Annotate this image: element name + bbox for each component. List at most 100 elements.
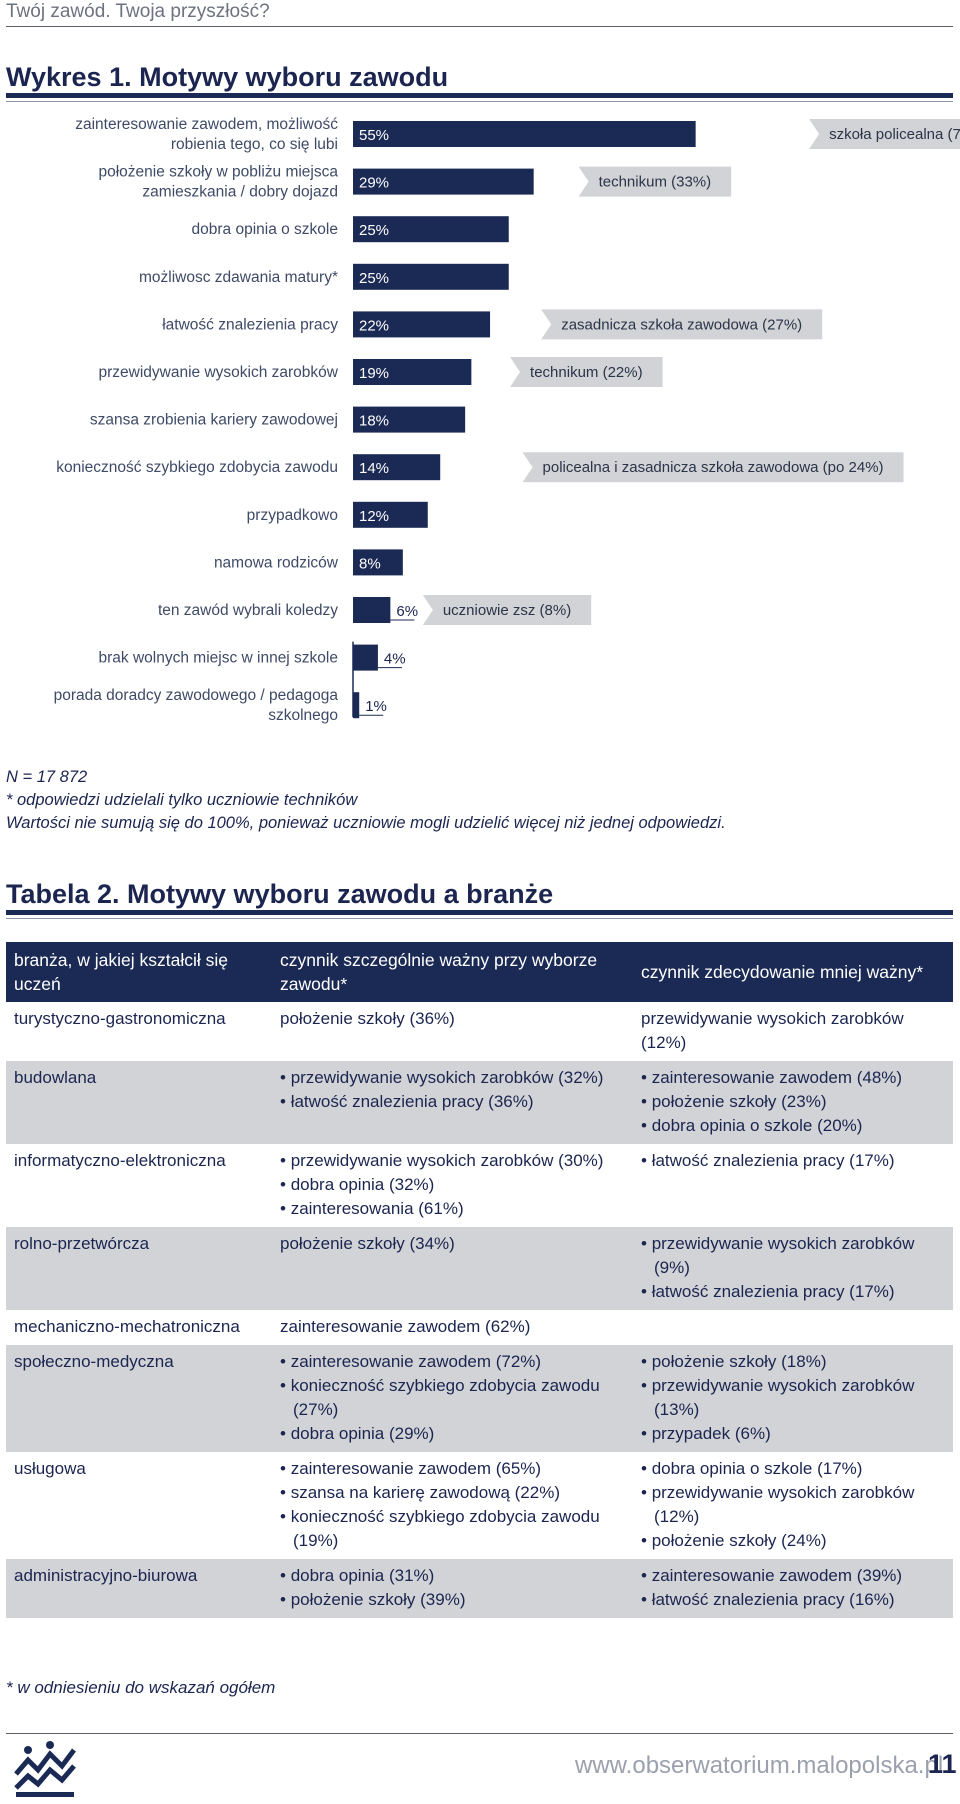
table-row: informatyczno-elektroniczna przewidywanie… — [6, 1144, 953, 1227]
header-divider — [6, 26, 953, 27]
category-label-2-0: dobra opinia o szkole — [192, 221, 339, 238]
motives-table: branża, w jakiej kształcił się uczeń czy… — [6, 942, 953, 1618]
cell-branch: rolno-przetwórcza — [6, 1227, 272, 1310]
factor-item: położenie szkoły (23%) — [641, 1090, 945, 1114]
cell-less-important: zainteresowanie zawodem (39%)łatwość zna… — [633, 1559, 953, 1618]
factor-item: dobra opinia o szkole (17%) — [641, 1457, 945, 1481]
bar-6 — [353, 406, 466, 433]
factor-item: zainteresowania (61%) — [280, 1197, 625, 1221]
callout-text-0: szkoła policealna (70%) — [829, 126, 960, 143]
cell-branch: usługowa — [14, 1459, 86, 1478]
factor-item: przewidywanie wysokich zarobków (9%) — [641, 1232, 945, 1280]
table-row: mechaniczno-mechatroniczna zainteresowani… — [6, 1310, 953, 1345]
factor-item: przewidywanie wysokich zarobków (32%) — [280, 1066, 625, 1090]
header-important: czynnik szczególnie ważny przy wyborze z… — [272, 942, 633, 1002]
factor-list: przewidywanie wysokich zarobków (32%)łat… — [280, 1066, 625, 1114]
bar-10 — [353, 597, 391, 623]
bar-3 — [353, 263, 509, 290]
callout-box-1 — [578, 166, 732, 197]
value-label-10: 6% — [396, 603, 418, 620]
factor-list: położenie szkoły (18%)przewidywanie wyso… — [641, 1350, 945, 1446]
cell-branch: turystyczno-gastronomiczna — [14, 1009, 226, 1028]
page-number: 11 — [928, 1749, 957, 1779]
value-label-9: 8% — [359, 555, 381, 572]
factor-list: przewidywanie wysokich zarobków (30%)dob… — [280, 1149, 625, 1221]
factor-item: konieczność szybkiego zdobycia zawodu (2… — [280, 1374, 625, 1422]
table-row: turystyczno-gastronomiczna położenie szko… — [6, 1002, 953, 1061]
callout-box-0 — [809, 119, 960, 149]
table-title-bar: Tabela 2. Motywy wyboru zawodu a branże — [6, 877, 953, 919]
cell-branch: budowlana — [6, 1061, 272, 1144]
cell-branch: informatyczno-elektroniczna — [14, 1151, 226, 1170]
callout-box-5 — [422, 595, 592, 625]
website-url[interactable]: www.obserwatorium.malopolska.pl — [575, 1752, 944, 1779]
table-row: budowlanaprzewidywanie wysokich zarobków… — [6, 1061, 953, 1144]
chart-title: Wykres 1. Motywy wyboru zawodu — [6, 62, 449, 92]
factor-item: położenie szkoły (24%) — [641, 1529, 945, 1553]
cell-less-important: przewidywanie wysokich zarobków (12%) — [641, 1009, 904, 1052]
factor-item: przewidywanie wysokich zarobków (12%) — [641, 1481, 945, 1529]
category-label-9-0: namowa rodziców — [214, 554, 339, 571]
table-row: administracyjno-biurowadobra opinia (31%… — [6, 1559, 953, 1618]
factor-item: konieczność szybkiego zdobycia zawodu (1… — [280, 1505, 625, 1553]
category-label-10-0: ten zawód wybrali koledzy — [158, 602, 338, 619]
factor-list: zainteresowanie zawodem (39%)łatwość zna… — [641, 1564, 945, 1612]
category-label-11-0: brak wolnych miejsc w innej szkole — [99, 650, 338, 667]
cell-important: zainteresowanie zawodem (62%) — [280, 1317, 531, 1336]
cell-branch: administracyjno-biurowa — [6, 1559, 272, 1618]
table-row: społeczno-medycznazainteresowanie zawode… — [6, 1345, 953, 1452]
value-label-11: 4% — [384, 651, 406, 668]
cell-less-important: zainteresowanie zawodem (48%)położenie s… — [633, 1061, 953, 1144]
factor-list: zainteresowanie zawodem (65%)szansa na k… — [280, 1457, 625, 1553]
factor-item: położenie szkoły (18%) — [641, 1350, 945, 1374]
category-label-1-1: zamieszkania / dobry dojazd — [142, 184, 338, 201]
cell-important: zainteresowanie zawodem (65%)szansa na k… — [272, 1452, 633, 1559]
footer-divider — [6, 1733, 953, 1734]
running-header: Twój zawód. Twoja przyszłość? — [6, 1, 270, 22]
bar-12 — [353, 692, 360, 719]
cell-important: dobra opinia (31%)położenie szkoły (39%) — [272, 1559, 633, 1618]
bar-0 — [353, 121, 696, 147]
factor-list: dobra opinia o szkole (17%)przewidywanie… — [641, 1457, 945, 1553]
category-label-12-0: porada doradcy zawodowego / pedagoga — [54, 687, 339, 704]
cell-less-important — [633, 1310, 953, 1345]
cell-important: przewidywanie wysokich zarobków (32%)łat… — [272, 1061, 633, 1144]
factor-list: zainteresowanie zawodem (48%)położenie s… — [641, 1066, 945, 1138]
bar-11 — [353, 644, 378, 671]
table-body: turystyczno-gastronomiczna położenie szko… — [6, 1002, 953, 1618]
bar-7 — [353, 454, 441, 481]
cell-important: położenie szkoły (36%) — [280, 1009, 455, 1028]
table-title-rule-thick — [6, 910, 953, 915]
factor-list: zainteresowanie zawodem (72%)konieczność… — [280, 1350, 625, 1446]
factor-list: dobra opinia (31%)położenie szkoły (39%) — [280, 1564, 625, 1612]
value-label-2: 25% — [359, 222, 389, 239]
value-label-3: 25% — [359, 270, 389, 287]
factor-item: dobra opinia (31%) — [280, 1564, 625, 1588]
header-branch: branża, w jakiej kształcił się uczeń — [6, 942, 272, 1002]
observatory-logo-icon — [14, 1741, 76, 1797]
factor-item: zainteresowanie zawodem (39%) — [641, 1564, 945, 1588]
bar-1 — [353, 168, 534, 195]
value-label-8: 12% — [359, 508, 389, 525]
table-title-rule-thin — [6, 918, 953, 919]
category-label-0-1: robienia tego, co się lubi — [171, 136, 338, 153]
value-label-5: 19% — [359, 365, 389, 382]
category-label-8-0: przypadkowo — [247, 507, 338, 524]
note-sum: Wartości nie sumują się do 100%, poniewa… — [6, 814, 726, 832]
cell-less-important: położenie szkoły (18%)przewidywanie wyso… — [633, 1345, 953, 1452]
callout-text-4: policealna i zasadnicza szkoła zawodowa … — [543, 459, 884, 476]
cell-less-important: przewidywanie wysokich zarobków (9%)łatw… — [633, 1227, 953, 1310]
factor-item: łatwość znalezienia pracy (36%) — [280, 1090, 625, 1114]
category-label-6-0: szansa zrobienia kariery zawodowej — [90, 412, 338, 429]
header-less-important: czynnik zdecydowanie mniej ważny* — [633, 942, 953, 1002]
motives-bar-chart: szkoła policealna (70%) technikum (33%) za… — [54, 116, 960, 724]
factor-item: przewidywanie wysokich zarobków (13%) — [641, 1374, 945, 1422]
factor-item: zainteresowanie zawodem (65%) — [280, 1457, 625, 1481]
category-label-7-0: konieczność szybkiego zdobycia zawodu — [56, 459, 338, 476]
category-label-3-0: możliwosc zdawania matury* — [139, 269, 338, 286]
factor-item: przewidywanie wysokich zarobków (30%) — [280, 1149, 625, 1173]
table-footnote: * w odniesieniu do wskazań ogółem — [6, 1678, 276, 1697]
callout-text-2: zasadnicza szkoła zawodowa (27%) — [561, 316, 802, 333]
callout-text-5: uczniowie zsz (8%) — [443, 602, 571, 619]
